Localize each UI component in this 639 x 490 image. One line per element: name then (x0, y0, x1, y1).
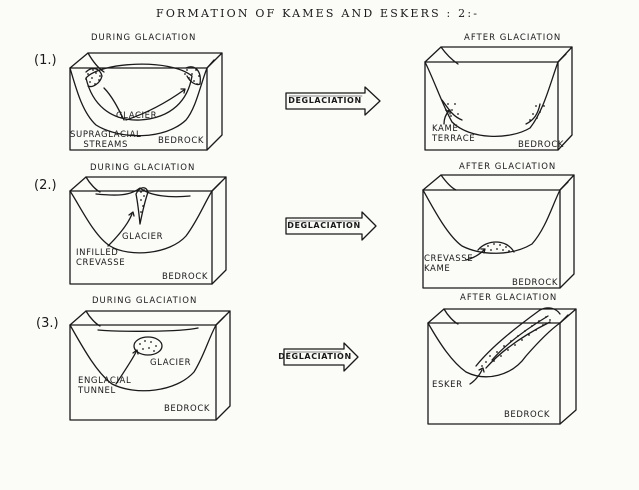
block-r3-during (69, 310, 231, 421)
glacier-r3 (97, 327, 199, 332)
deglaciation-label-3: DEGLACIATION (278, 352, 352, 361)
bedrock-label-1b: BEDROCK (518, 140, 565, 150)
kame-terrace-label: KAME TERRACE (432, 124, 476, 144)
crevasse-kame-label: CREVASSE KAME (424, 254, 474, 274)
diagram-title: FORMATION OF KAMES AND ESKERS : 2:- (156, 7, 480, 20)
arrow-r1 (285, 86, 381, 116)
during-header-2: DURING GLACIATION (90, 163, 196, 173)
supraglacial-streams-label: SUPRAGLACIAL STREAMS (70, 130, 142, 150)
leader-arrowhead-tunnel (132, 349, 139, 355)
glacier-label-1: GLACIER (116, 111, 158, 121)
leader-crevasse-kame (465, 249, 485, 261)
leader-streams-1 (103, 87, 125, 121)
leader-arrowhead (180, 88, 186, 94)
deglaciation-label-2: DEGLACIATION (287, 221, 361, 230)
arrow-r2 (285, 211, 377, 241)
block-r2-during (69, 176, 227, 285)
bedrock-label-3a: BEDROCK (164, 404, 211, 414)
block-r1-after (424, 46, 573, 151)
kame-terrace-dots (445, 103, 545, 121)
panel-number-2: (2.) (34, 178, 57, 193)
leader-streams-2 (125, 89, 185, 121)
after-header-2: AFTER GLACIATION (459, 162, 557, 172)
leader-arrowhead-kame2 (480, 248, 486, 254)
glacier-label-2: GLACIER (122, 232, 164, 242)
leader-arrowhead-kame (446, 109, 451, 115)
esker-label: ESKER (432, 380, 463, 390)
infilled-crevasse-label: INFILLED CREVASSE (76, 248, 126, 268)
bedrock-label-2b: BEDROCK (512, 278, 559, 288)
bedrock-label-1a: BEDROCK (158, 136, 205, 146)
during-header-3: DURING GLACIATION (92, 296, 198, 306)
block-r2-after (422, 174, 575, 289)
glacier-r2 (95, 187, 191, 198)
bedrock-label-3b: BEDROCK (504, 410, 551, 420)
bedrock-label-2a: BEDROCK (162, 272, 209, 282)
crevasse-kame (477, 241, 515, 253)
panel-number-3: (3.) (36, 316, 59, 331)
leader-esker (469, 369, 483, 385)
supraglacial-deposits-r1 (85, 69, 200, 85)
deglaciation-label-1: DEGLACIATION (288, 96, 362, 105)
esker-ridge (475, 307, 561, 369)
crevasse-dots (140, 189, 145, 213)
arrow-r3 (283, 342, 359, 372)
englacial-tunnel (133, 336, 163, 356)
panel-number-1: (1.) (34, 53, 57, 68)
glacier-r1 (85, 63, 193, 121)
block-r3-after (427, 308, 577, 425)
englacial-tunnel-label: ENGLACIAL TUNNEL (78, 376, 132, 396)
after-header-3: AFTER GLACIATION (460, 293, 558, 303)
during-header-1: DURING GLACIATION (91, 33, 197, 43)
leader-arrowhead-infilled (128, 211, 135, 217)
leader-infilled (107, 213, 133, 247)
esker-dots (481, 316, 551, 367)
tunnel-dots (139, 340, 157, 352)
leader-kame-terrace (443, 110, 450, 125)
block-r1-during (69, 52, 223, 151)
after-header-1: AFTER GLACIATION (464, 33, 562, 43)
glacier-label-3: GLACIER (150, 358, 192, 368)
leader-arrowhead-esker (478, 367, 485, 373)
deposit-outline-r1 (85, 66, 201, 88)
crevasse-kame-dots (487, 243, 510, 252)
infilled-crevasse (135, 187, 149, 225)
leader-tunnel (115, 351, 137, 385)
